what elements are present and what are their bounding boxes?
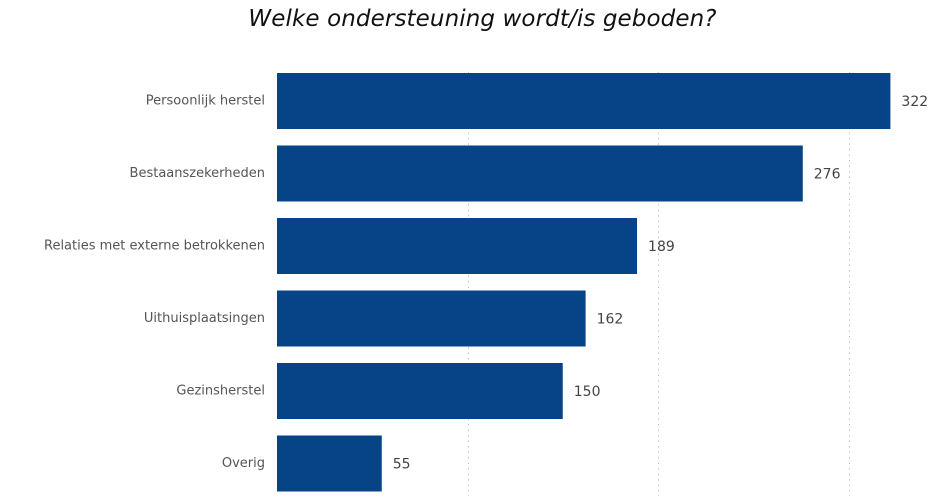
category-label-0: Persoonlijk herstel bbox=[146, 94, 265, 109]
bar-1 bbox=[277, 146, 803, 202]
category-label-5: Overig bbox=[222, 456, 265, 471]
value-label-0: 322 bbox=[901, 94, 928, 110]
bar-4 bbox=[277, 363, 563, 419]
value-label-2: 189 bbox=[648, 239, 675, 255]
category-label-1: Bestaanszekerheden bbox=[130, 166, 265, 181]
bar-2 bbox=[277, 218, 637, 274]
category-label-3: Uithuisplaatsingen bbox=[144, 311, 265, 326]
value-label-1: 276 bbox=[814, 167, 841, 183]
value-label-3: 162 bbox=[597, 312, 624, 328]
category-labels: Persoonlijk herstel Bestaanszekerheden Rel… bbox=[44, 94, 265, 472]
bar-3 bbox=[277, 291, 586, 347]
bar-0 bbox=[277, 73, 890, 129]
bars bbox=[277, 73, 890, 492]
value-label-4: 150 bbox=[574, 384, 601, 400]
value-label-5: 55 bbox=[393, 457, 411, 473]
category-label-2: Relaties met externe betrokkenen bbox=[44, 239, 265, 254]
bar-5 bbox=[277, 436, 382, 492]
gridlines bbox=[469, 72, 850, 496]
category-label-4: Gezinsherstel bbox=[176, 384, 265, 399]
